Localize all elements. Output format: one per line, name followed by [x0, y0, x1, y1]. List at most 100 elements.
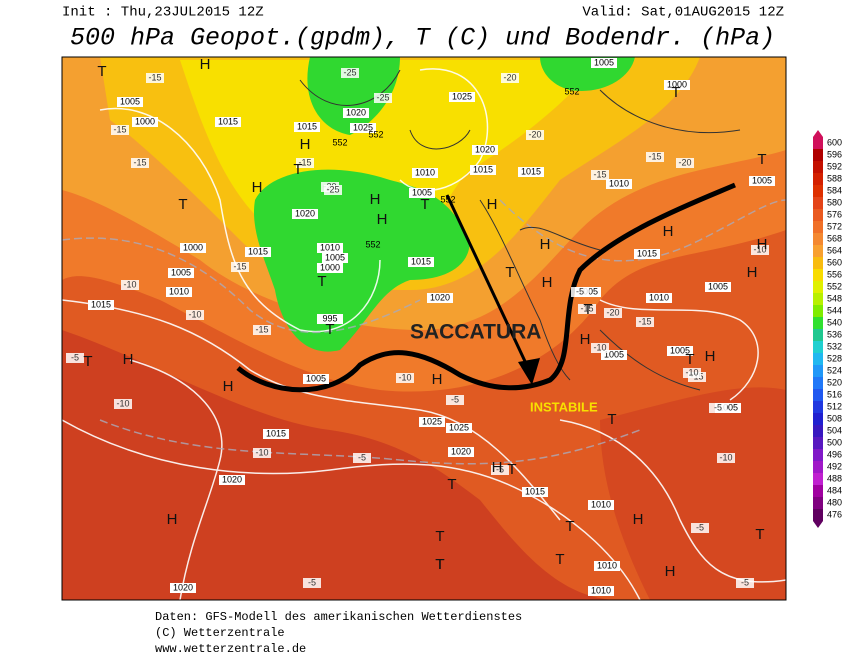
- colorbar-cell: [813, 245, 823, 257]
- pressure-label-box: [591, 58, 617, 68]
- pressure-label-box: [215, 117, 241, 127]
- pressure-label-box: [317, 263, 343, 273]
- arrow-head: [518, 358, 540, 385]
- isotherms: [62, 199, 786, 465]
- pressure-label: 1025: [353, 122, 373, 132]
- temperature-label-box: [604, 308, 622, 318]
- colorbar-cell: [813, 425, 823, 437]
- pressure-label: 1005: [708, 281, 728, 291]
- colorbar-cell: [813, 401, 823, 413]
- pressure-label-box: [749, 176, 775, 186]
- pressure-label-box: [294, 122, 320, 132]
- colorbar-label: 524: [827, 365, 842, 375]
- temperature-label-box: [353, 453, 371, 463]
- temperature-label: -15: [255, 324, 268, 334]
- pressure-label: 1025: [449, 422, 469, 432]
- pressure-label: 1015: [637, 248, 657, 258]
- temperature-label-box: [591, 343, 609, 353]
- pressure-label: 1015: [248, 246, 268, 256]
- pressure-center: H: [747, 264, 758, 281]
- pressure-label: 1005: [752, 175, 772, 185]
- temperature-label-box: [709, 403, 727, 413]
- temperature-label-box: [66, 353, 84, 363]
- pressure-label: 1020: [475, 144, 495, 154]
- colorbar-cell: [813, 485, 823, 497]
- colorbar-cell: [813, 185, 823, 197]
- init-time: Init : Thu,23JUL2015 12Z: [62, 5, 264, 21]
- pressure-label-box: [427, 293, 453, 303]
- colorbar-label: 576: [827, 209, 842, 219]
- temperature-label-box: [146, 73, 164, 83]
- unstable-label: INSTABILE: [530, 399, 598, 414]
- temperature-label-box: [324, 185, 342, 195]
- trough-line: [236, 182, 736, 393]
- temperature-label: -10: [188, 309, 201, 319]
- pressure-label-box: [117, 97, 143, 107]
- colorbar-cell: [813, 341, 823, 353]
- map-labels: 1005 1000 1015 1020 1015 1025 1025 1020 1010 1005…: [66, 57, 775, 596]
- colorbar-label: 560: [827, 257, 842, 267]
- pressure-center: T: [555, 551, 564, 568]
- temperature-label-box: [374, 93, 392, 103]
- colorbar-label: 532: [827, 341, 842, 351]
- geopotential-label: 552: [564, 86, 579, 96]
- colorbar-cell: [813, 269, 823, 281]
- footer-line: www.wetterzentrale.de: [155, 642, 306, 656]
- temperature-label-box: [131, 158, 149, 168]
- pressure-label: 1000: [667, 79, 687, 89]
- footer-line: Daten: GFS-Modell des amerikanischen Wet…: [155, 610, 522, 624]
- colorbar-label: 568: [827, 233, 842, 243]
- pressure-label-box: [180, 243, 206, 253]
- pressure-center: H: [540, 236, 551, 253]
- pressure-center: T: [671, 84, 680, 101]
- hot-zone: [600, 387, 786, 600]
- temperature-label: -10: [685, 367, 698, 377]
- pressure-label: 1000: [320, 262, 340, 272]
- pressure-label: 1025: [422, 416, 442, 426]
- temperature-label-box: [526, 130, 544, 140]
- pressure-center: H: [663, 223, 674, 240]
- temperature-label-box: [341, 68, 359, 78]
- colorbar-label: 596: [827, 149, 842, 159]
- temperature-label: -5: [496, 464, 504, 474]
- colorbar-label: 496: [827, 449, 842, 459]
- colorbar-label: 592: [827, 161, 842, 171]
- pressure-label-box: [594, 561, 620, 571]
- pressure-label-box: [472, 145, 498, 155]
- pressure-label: 1010: [597, 560, 617, 570]
- pressure-label: 1010: [169, 286, 189, 296]
- temperature-label: -5: [576, 286, 584, 296]
- colorbar-cell: [813, 257, 823, 269]
- trough-label: SACCATURA: [410, 321, 541, 344]
- colorbar: 600 596 592 588 584 580 576 572 568 564 560 556 552 5…: [813, 130, 842, 528]
- pressure-label-box: [601, 350, 627, 360]
- pressure-label-box: [166, 287, 192, 297]
- colorbar-label: 476: [827, 509, 842, 519]
- pressure-center: T: [97, 63, 106, 80]
- pressure-label-box: [132, 117, 158, 127]
- temperature-label: -15: [233, 261, 246, 271]
- chart-title: 500 hPa Geopot.(gpdm), T (C) und Bodendr…: [70, 24, 775, 53]
- temperature-label-box: [691, 523, 709, 533]
- temperature-label: -20: [678, 157, 691, 167]
- temperature-label: -15: [580, 303, 593, 313]
- pressure-label: 1020: [451, 446, 471, 456]
- pressure-label-box: [715, 403, 741, 413]
- pressure-center: T: [757, 151, 766, 168]
- temperature-label-box: [114, 399, 132, 409]
- colorbar-label: 584: [827, 185, 842, 195]
- colorbar-cell: [813, 377, 823, 389]
- temperature-label: -5: [71, 352, 79, 362]
- pressure-center: H: [370, 191, 381, 208]
- temperature-label: -10: [116, 398, 129, 408]
- pressure-label-box: [449, 92, 475, 102]
- pressure-center: H: [542, 274, 553, 291]
- temperature-label-box: [253, 448, 271, 458]
- colorbar-label: 540: [827, 317, 842, 327]
- colorbar-cell: [813, 413, 823, 425]
- temperature-label: -10: [123, 279, 136, 289]
- pressure-label-box: [408, 257, 434, 267]
- colorbar-label: 484: [827, 485, 842, 495]
- pressure-center: T: [583, 301, 592, 318]
- pressure-center: H: [757, 236, 768, 253]
